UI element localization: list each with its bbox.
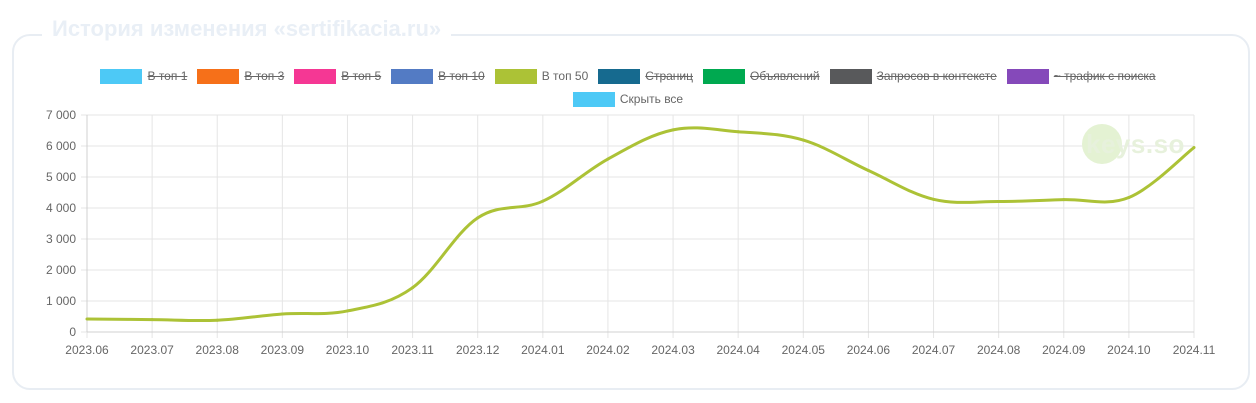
legend-swatch — [598, 68, 641, 84]
y-tick-label: 0 — [69, 325, 76, 339]
legend-item[interactable]: Страниц — [598, 68, 693, 84]
x-tick-label: 2023.09 — [261, 343, 305, 357]
data-point — [671, 128, 675, 132]
data-point — [1062, 198, 1066, 202]
data-point — [1192, 146, 1196, 150]
x-tick-label: 2024.03 — [651, 343, 695, 357]
legend-item[interactable]: В топ 50 — [494, 68, 589, 84]
y-tick-label: 7 000 — [46, 108, 76, 122]
data-point — [932, 197, 936, 201]
legend-item[interactable]: В топ 1 — [100, 68, 188, 84]
page-title: История изменения «sertifikacia.ru» — [42, 16, 452, 42]
legend-item[interactable]: В топ 5 — [294, 68, 382, 84]
legend-item[interactable]: ~ трафик с поиска — [1006, 68, 1156, 84]
legend-label: В топ 5 — [341, 69, 382, 83]
legend-item[interactable]: Объявлений — [703, 68, 820, 84]
legend-item[interactable]: Запросов в контексте — [829, 68, 997, 84]
data-point — [606, 157, 610, 161]
legend-swatch — [100, 68, 143, 84]
legend-item[interactable]: В топ 10 — [391, 68, 485, 84]
y-tick-label: 6 000 — [46, 139, 76, 153]
data-point — [801, 138, 805, 142]
x-tick-label: 2024.08 — [977, 343, 1021, 357]
x-tick-label: 2023.10 — [326, 343, 370, 357]
chart-card — [12, 34, 1250, 390]
legend-row: В топ 1 В топ 3 В топ 5 В топ 10 В топ 50 Стр… — [0, 68, 1256, 84]
legend-label: Страниц — [645, 69, 693, 83]
x-tick-label: 2024.02 — [586, 343, 630, 357]
legend-label: Запросов в контексте — [876, 69, 997, 83]
data-point — [736, 130, 740, 134]
legend-label: В топ 10 — [438, 69, 485, 83]
legend-swatch — [494, 68, 537, 84]
data-point — [997, 199, 1001, 203]
legend-swatch — [197, 68, 240, 84]
x-tick-label: 2024.04 — [716, 343, 760, 357]
x-tick-label: 2024.06 — [847, 343, 891, 357]
x-tick-label: 2024.01 — [521, 343, 565, 357]
data-point — [85, 317, 89, 321]
legend-swatch — [391, 68, 434, 84]
x-tick-label: 2023.06 — [65, 343, 109, 357]
data-point — [541, 199, 545, 203]
series-line-top50 — [86, 126, 1195, 323]
data-point — [866, 168, 870, 172]
keys-so-logo: keys.so — [1082, 124, 1185, 164]
y-tick-label: 1 000 — [46, 294, 76, 308]
x-tick-label: 2024.09 — [1042, 343, 1086, 357]
data-point — [345, 309, 349, 313]
legend-hide-all[interactable]: Скрыть все — [572, 91, 684, 107]
legend-swatch — [294, 68, 337, 84]
legend-swatch — [572, 91, 615, 107]
x-tick-label: 2023.11 — [391, 343, 434, 357]
x-tick-label: 2024.11 — [1173, 343, 1216, 357]
x-tick-label: 2023.07 — [130, 343, 174, 357]
y-tick-label: 2 000 — [46, 263, 76, 277]
data-point — [215, 318, 219, 322]
data-point — [150, 318, 154, 322]
data-point — [280, 312, 284, 316]
legend-label: В топ 3 — [244, 69, 285, 83]
x-tick-label: 2024.05 — [782, 343, 826, 357]
legend-label: В топ 1 — [147, 69, 188, 83]
y-tick-label: 3 000 — [46, 232, 76, 246]
x-tick-label: 2023.12 — [456, 343, 500, 357]
legend-label: ~ трафик с поиска — [1053, 69, 1156, 83]
logo-text: keys.so — [1086, 128, 1185, 159]
legend-item[interactable]: В топ 3 — [197, 68, 285, 84]
legend-label-hide-all: Скрыть все — [619, 92, 684, 106]
legend-swatch — [703, 68, 745, 84]
data-point — [1127, 195, 1131, 199]
x-tick-label: 2023.08 — [196, 343, 240, 357]
x-tick-label: 2024.10 — [1107, 343, 1151, 357]
x-tick-label: 2024.07 — [912, 343, 956, 357]
y-tick-label: 5 000 — [46, 170, 76, 184]
y-tick-label: 4 000 — [46, 201, 76, 215]
data-point — [411, 286, 415, 290]
legend-label: Объявлений — [750, 69, 820, 83]
legend-row: Скрыть все — [0, 91, 1256, 107]
logo-circle-icon — [1082, 124, 1122, 164]
data-point — [476, 216, 480, 220]
legend-label: В топ 50 — [541, 69, 589, 83]
chart-legend: В топ 1 В топ 3 В топ 5 В топ 10 В топ 50 Стр… — [0, 68, 1256, 114]
legend-swatch — [829, 68, 872, 84]
legend-swatch — [1006, 68, 1049, 84]
